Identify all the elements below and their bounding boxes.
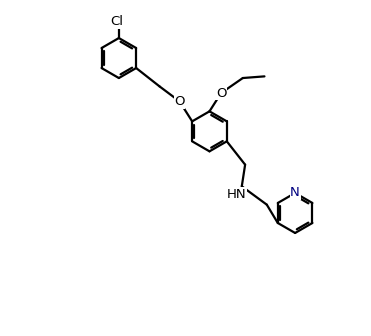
Text: HN: HN — [227, 188, 247, 201]
Text: Cl: Cl — [111, 15, 124, 28]
Text: O: O — [174, 95, 185, 108]
Text: O: O — [216, 87, 226, 99]
Text: N: N — [290, 186, 300, 200]
